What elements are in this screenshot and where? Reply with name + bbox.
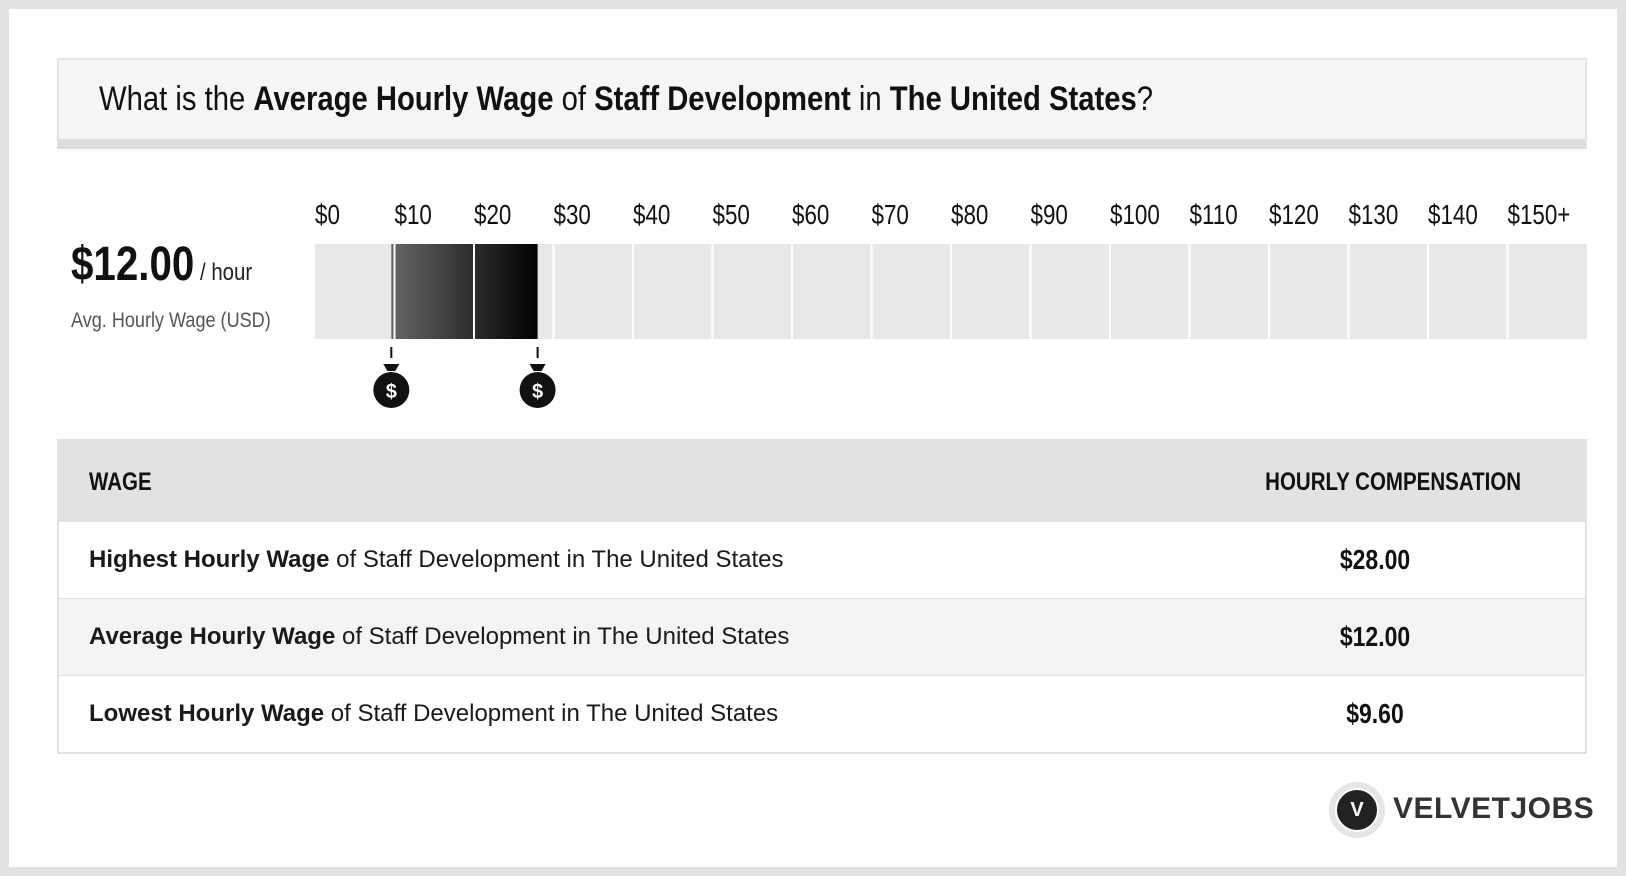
- bag-symbol: $: [532, 381, 543, 403]
- title-location: The United States: [889, 80, 1137, 118]
- bag-body: [373, 372, 410, 408]
- table-header: WAGE HOURLY COMPENSATION: [59, 441, 1585, 521]
- dividers: [393, 244, 1509, 339]
- wage-table: WAGE HOURLY COMPENSATION Highest Hourly …: [57, 439, 1587, 754]
- bag-body: [519, 372, 556, 408]
- wage-range-bar: [391, 244, 538, 339]
- header-hourly-compensation: HOURLY COMPENSATION: [1265, 468, 1521, 496]
- row-text: of Staff Development in The United State…: [324, 700, 779, 727]
- tick-label: $20: [474, 200, 511, 231]
- table-row-highest: Highest Hourly Wage of Staff Development…: [59, 521, 1585, 598]
- bag-symbol: $: [386, 381, 397, 403]
- tick-label: $150+: [1508, 200, 1571, 231]
- logo-badge: V: [1329, 782, 1385, 838]
- range: [391, 244, 538, 339]
- tick-label: $40: [633, 200, 670, 231]
- row-text: of Staff Development in The United State…: [335, 623, 790, 650]
- tick-label: $110: [1190, 200, 1238, 231]
- row-label: Highest Hourly Wage: [89, 546, 330, 573]
- bag-neck: [529, 364, 546, 371]
- wage-range-chart: $0 $10 $20 $30 $40 $50 $60 $70 $80 $90 $100 $110 $12…: [315, 200, 1587, 408]
- page-title: What is the Average Hourly Wage of Staff…: [99, 80, 1153, 119]
- row-value: $9.60: [1346, 698, 1404, 729]
- tick-label: $130: [1349, 200, 1399, 231]
- table-row-average: Average Hourly Wage of Staff Development…: [59, 598, 1585, 675]
- money-bag-icon: $: [519, 347, 556, 408]
- velvetjobs-logo[interactable]: V VELVETJOBS: [1329, 782, 1594, 838]
- header-wage: WAGE: [89, 468, 152, 496]
- row-description: Average Hourly Wage of Staff Development…: [89, 623, 789, 651]
- title-metric: Average Hourly Wage: [253, 80, 554, 118]
- markers: $ $: [373, 347, 556, 408]
- row-label: Lowest Hourly Wage: [89, 700, 325, 727]
- tick-label: $140: [1428, 200, 1478, 231]
- title-box: What is the Average Hourly Wage of Staff…: [57, 58, 1587, 149]
- average-wage-label: Avg. Hourly Wage (USD): [71, 309, 271, 332]
- tick-label: $120: [1269, 200, 1319, 231]
- tick-label: $90: [1031, 200, 1068, 231]
- logo-letter: V: [1335, 788, 1379, 832]
- row-description: Highest Hourly Wage of Staff Development…: [89, 546, 784, 574]
- tick-label: $60: [792, 200, 829, 231]
- title-part: of: [553, 80, 595, 118]
- table-row-lowest: Lowest Hourly Wage of Staff Development …: [59, 675, 1585, 752]
- tick-label: $80: [951, 200, 988, 231]
- title-part: ?: [1136, 80, 1154, 118]
- logo-text: VELVETJOBS: [1393, 792, 1595, 825]
- average-wage-amount: $12.00: [71, 238, 195, 291]
- row-label: Average Hourly Wage: [89, 623, 336, 650]
- tick-label: $100: [1110, 200, 1160, 231]
- row-text: of Staff Development in The United State…: [329, 546, 784, 573]
- tick-label: $10: [395, 200, 432, 231]
- money-bag-icon: $: [373, 347, 410, 408]
- tick-label: $70: [872, 200, 909, 231]
- tick-label: $0: [315, 200, 340, 231]
- tick-label: $50: [713, 200, 750, 231]
- row-value: $28.00: [1339, 544, 1411, 575]
- average-wage-unit: / hour: [200, 259, 253, 286]
- bag-neck: [383, 364, 400, 371]
- tick-label: $30: [554, 200, 591, 231]
- title-job: Staff Development: [594, 80, 851, 118]
- row-value: $12.00: [1339, 621, 1411, 652]
- average-wage-summary: $12.00 / hour: [71, 237, 262, 292]
- tick-labels: $0 $10 $20 $30 $40 $50 $60 $70 $80 $90 $100 $110 $12…: [315, 200, 1570, 231]
- row-description: Lowest Hourly Wage of Staff Development …: [89, 700, 778, 728]
- title-part: in: [850, 80, 890, 118]
- title-part: What is the: [99, 80, 254, 118]
